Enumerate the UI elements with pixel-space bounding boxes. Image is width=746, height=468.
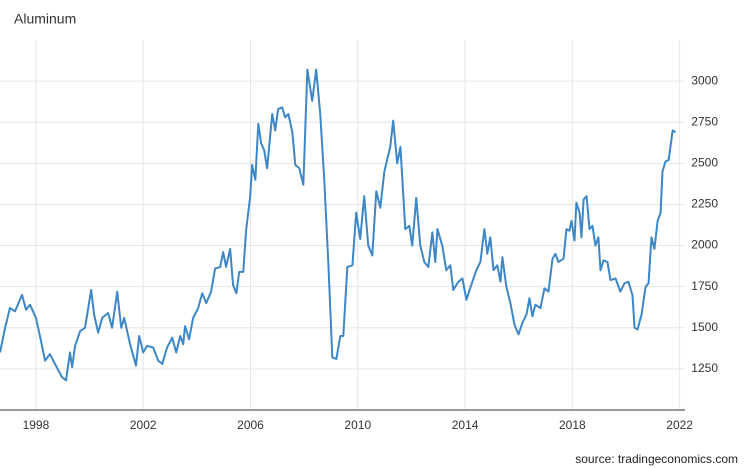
line-series (0, 68, 677, 382)
y-tick-label: 2000 (691, 238, 718, 252)
x-tick-label: 1998 (23, 418, 50, 432)
x-tick-label: 2010 (344, 418, 371, 432)
x-tick-label: 2022 (666, 418, 693, 432)
x-tick-label: 2002 (130, 418, 157, 432)
x-tick-label: 2018 (559, 418, 586, 432)
chart-title: Aluminum (14, 11, 76, 27)
y-tick-label: 1250 (691, 361, 718, 375)
y-tick-label: 2250 (691, 197, 718, 211)
y-tick-label: 2500 (691, 156, 718, 170)
source: source: tradingeconomics.com (575, 452, 738, 466)
y-tick-label: 1500 (691, 320, 718, 334)
x-tick-label: 2014 (452, 418, 479, 432)
y-tick-label: 2750 (691, 114, 718, 128)
y-tick-label: 3000 (691, 73, 718, 87)
x-tick-label: 2006 (237, 418, 264, 432)
y-tick-label: 1750 (691, 279, 718, 293)
